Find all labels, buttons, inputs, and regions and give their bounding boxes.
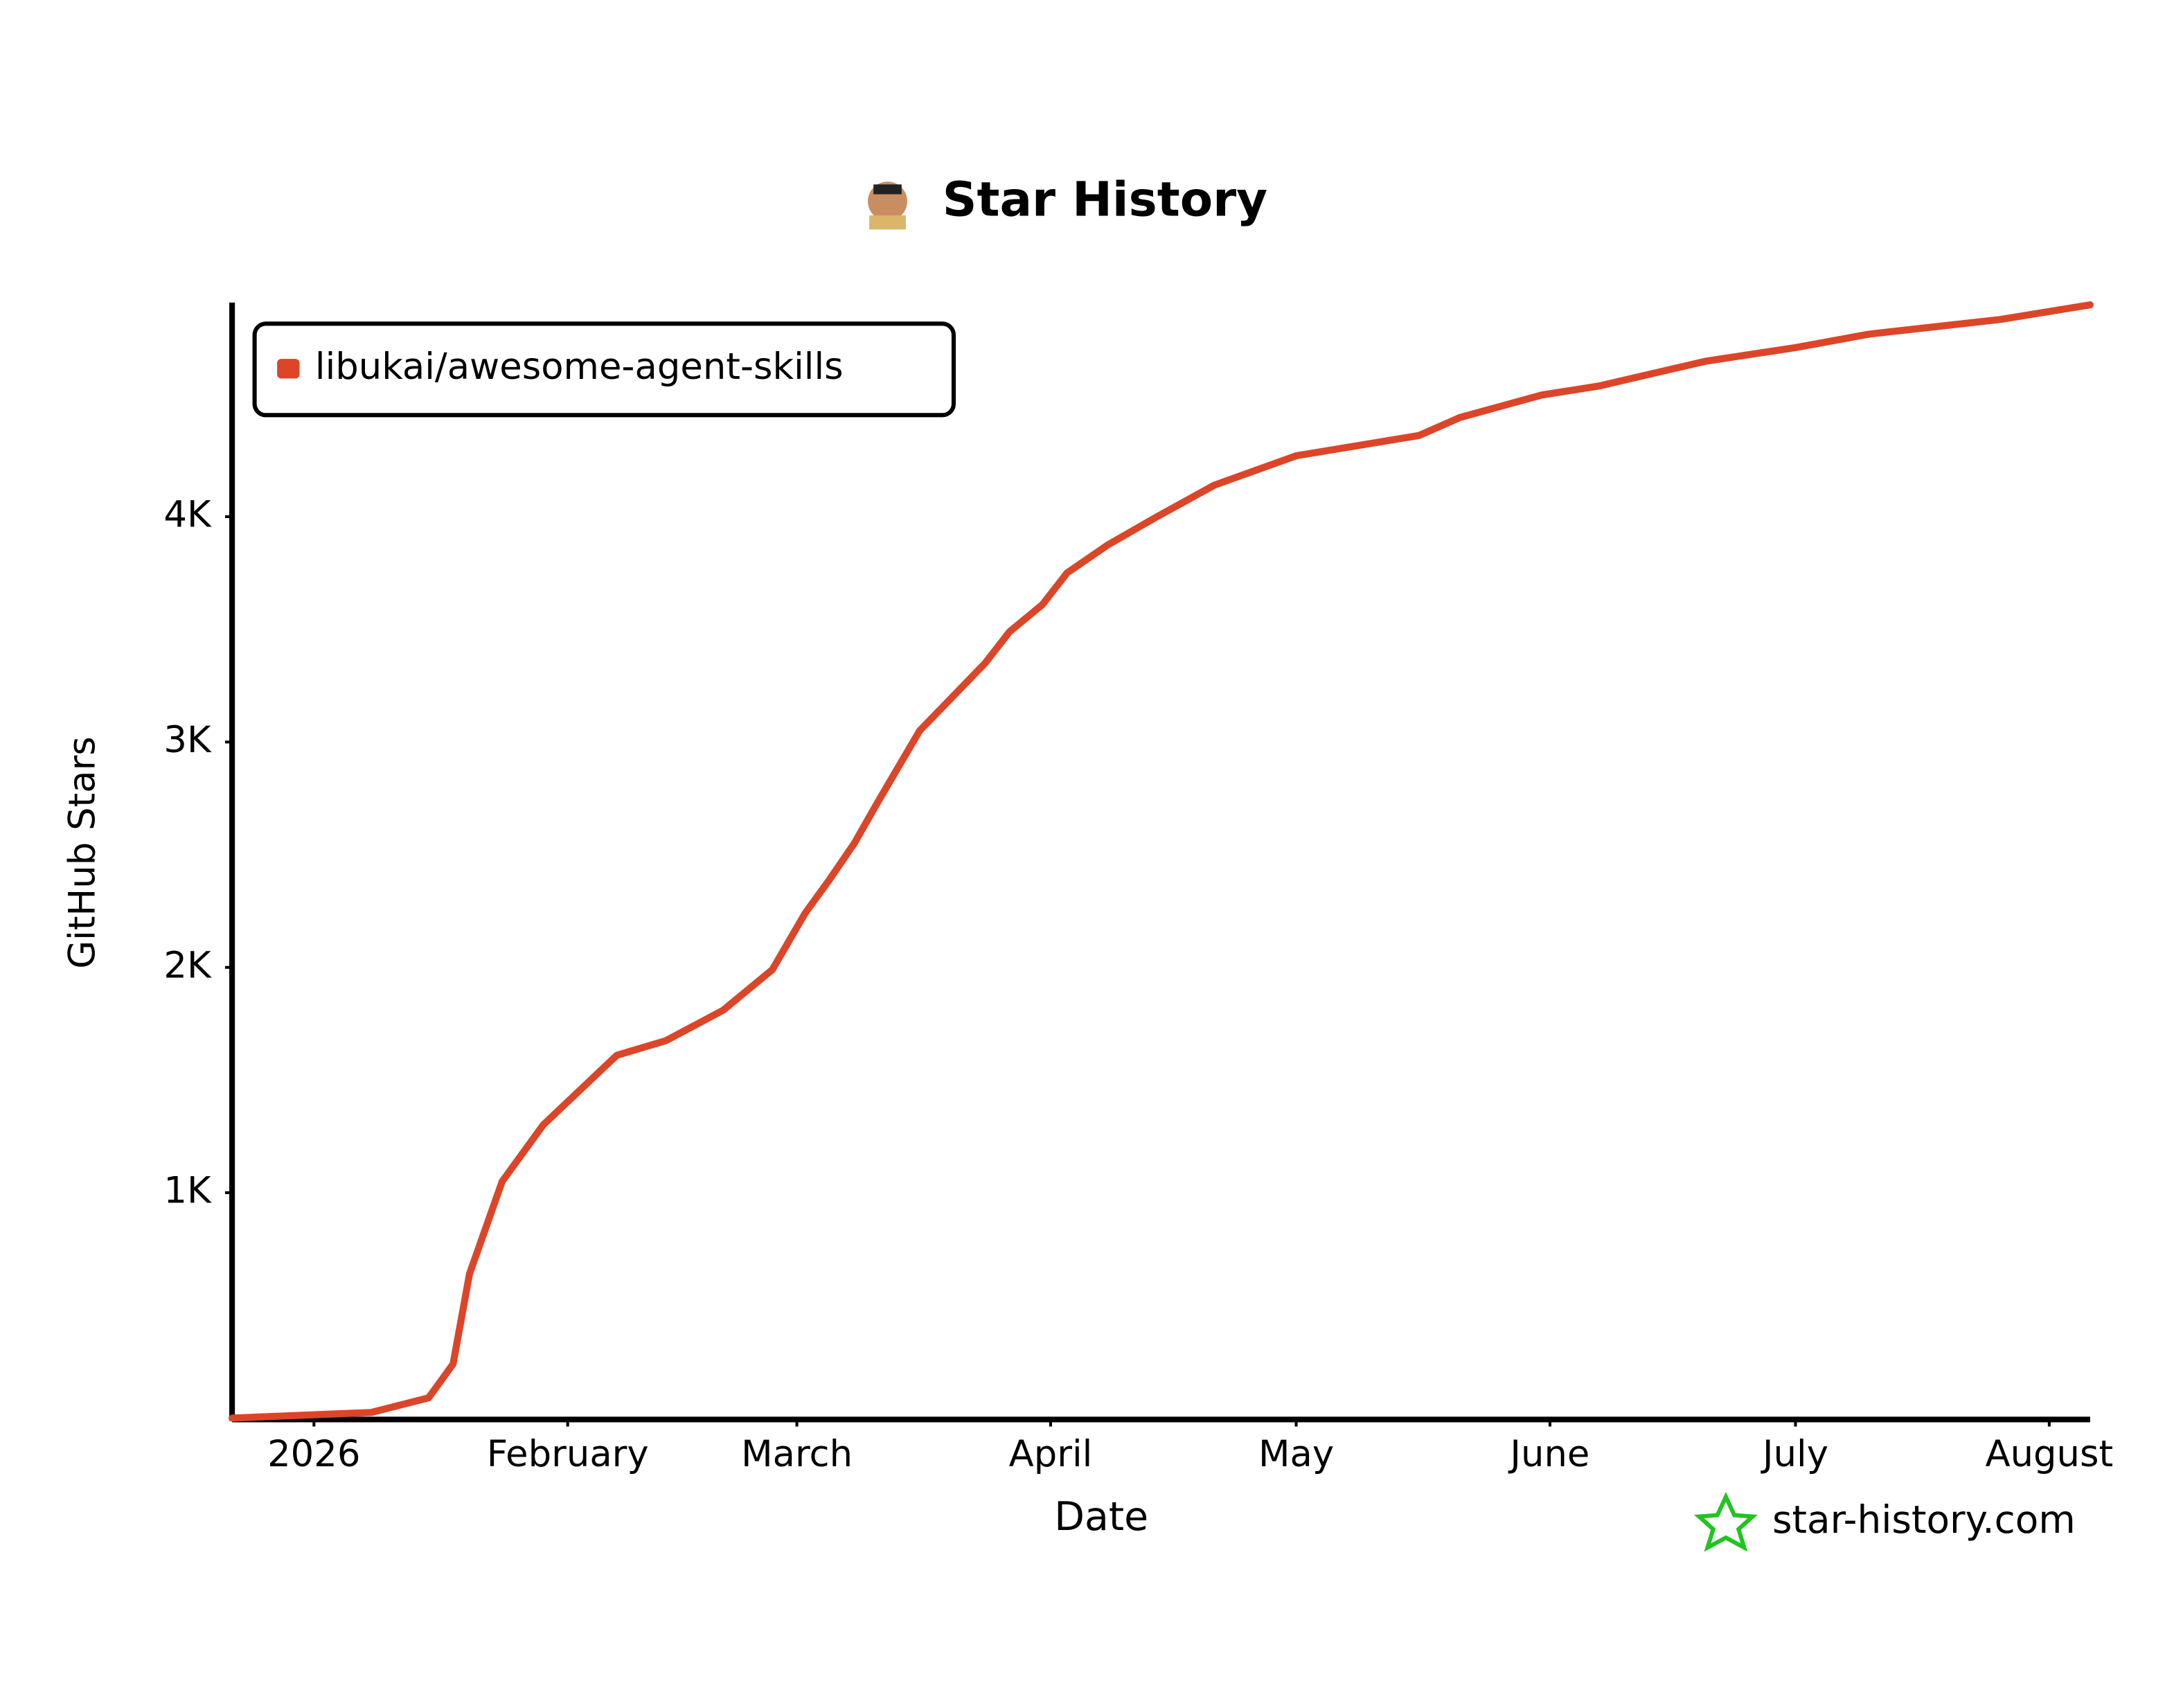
y-tick-label: 2K — [163, 944, 212, 986]
x-tick-label: August — [1985, 1433, 2113, 1475]
y-tick-label: 3K — [163, 719, 212, 761]
x-tick-label: May — [1258, 1433, 1334, 1475]
x-tick-label: April — [1009, 1433, 1093, 1475]
avatar-icon — [868, 181, 907, 230]
legend-label: libukai/awesome-agent-skills — [315, 346, 844, 388]
watermark: star-history.com — [1772, 1497, 2076, 1542]
legend-swatch — [277, 359, 300, 379]
x-tick-label: July — [1761, 1433, 1828, 1475]
legend — [252, 321, 956, 418]
watermark-logo — [1694, 1491, 1758, 1552]
x-tick-label: 2026 — [267, 1433, 360, 1475]
y-tick-label: 4K — [163, 494, 212, 536]
x-tick-label: June — [1508, 1433, 1589, 1475]
line-series — [229, 301, 2094, 1422]
chart-title: Star History — [943, 172, 1267, 228]
y-tick-label: 1K — [163, 1170, 212, 1212]
x-axis-label: Date — [1054, 1494, 1148, 1540]
x-tick-label: March — [741, 1433, 853, 1475]
x-tick-label: February — [487, 1433, 649, 1475]
y-axis-label: GitHub Stars — [61, 736, 103, 969]
